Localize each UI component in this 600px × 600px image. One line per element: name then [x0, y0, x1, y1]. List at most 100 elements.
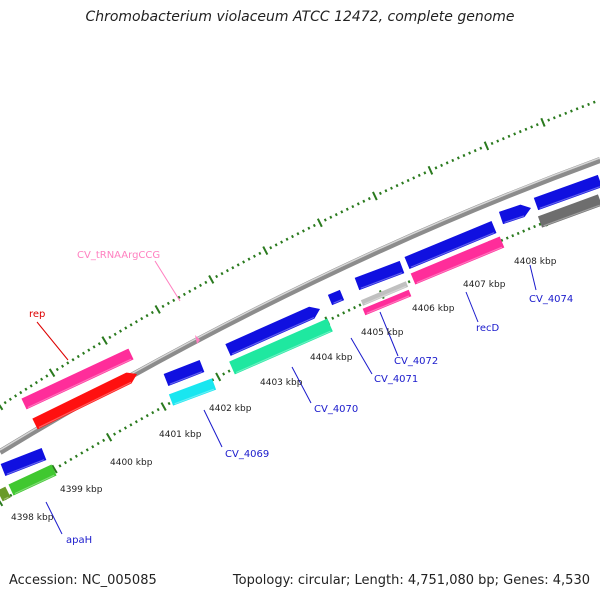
outer-tick [518, 130, 522, 134]
outer-tick [412, 176, 416, 180]
outer-tick [587, 102, 590, 106]
gene-label-cv-4069[interactable]: CV_4069 [225, 449, 269, 460]
gene-label-rep[interactable]: rep [29, 309, 45, 320]
inner-tick [140, 417, 144, 421]
outer-tick [390, 186, 393, 190]
outer-tick [177, 295, 181, 299]
inner-tick [222, 372, 226, 376]
scale-label-4398: 4398 kbp [11, 513, 54, 523]
outer-tick [285, 237, 289, 241]
inner-tick [102, 438, 106, 443]
inner-tick [500, 238, 504, 242]
inner-tick [9, 493, 13, 497]
scale-label-4406: 4406 kbp [412, 304, 455, 314]
leader-cv-4074 [529, 264, 537, 291]
outer-tick [329, 215, 333, 219]
outer-tick [247, 257, 251, 261]
outer-tick [280, 240, 284, 244]
outer-tick [34, 380, 38, 385]
inner-tick [96, 441, 100, 446]
outer-tick [323, 218, 327, 222]
accession-text: Accession: NC_005085 [9, 573, 157, 588]
inner-tick [80, 451, 84, 455]
outer-tick [496, 139, 500, 143]
outer-tick [14, 394, 18, 398]
outer-tick [55, 367, 59, 372]
scale-label-4403: 4403 kbp [260, 378, 303, 388]
outer-tick [29, 384, 33, 388]
outer-tick [513, 132, 517, 136]
gene-feature-highlight [231, 316, 315, 355]
gene-feature [225, 306, 320, 356]
inner-tick [511, 234, 515, 238]
outer-tick [150, 310, 154, 315]
outer-tick [406, 178, 410, 183]
outer-tick [301, 229, 305, 233]
scale-label-4399: 4399 kbp [60, 485, 103, 495]
gene-label-cv-trnaargccg[interactable]: CV_tRNAArgCCG [77, 250, 160, 261]
outer-tick [367, 197, 371, 201]
gene-label-cv-4070[interactable]: CV_4070 [314, 404, 358, 415]
outer-tick [423, 171, 427, 175]
outer-tick [76, 354, 80, 359]
trna-marker [195, 335, 200, 344]
outer-tick [161, 304, 165, 309]
outer-tick [252, 254, 256, 258]
outer-tick [384, 189, 388, 193]
outer-tick [113, 332, 117, 336]
gene-feature [404, 220, 497, 270]
outer-tick [427, 165, 434, 175]
gene-label-cv-4071[interactable]: CV_4071 [374, 374, 418, 385]
outer-tick [362, 199, 366, 203]
inner-tick [134, 420, 138, 424]
outer-tick [564, 111, 568, 115]
outer-tick [535, 123, 539, 127]
gene-feature-rep-highlight [27, 358, 132, 409]
outer-tick [118, 329, 123, 333]
gene-feature-cv4069-highlight [174, 388, 215, 405]
gene-label-cv-4074[interactable]: CV_4074 [529, 294, 573, 305]
leader-rep [36, 321, 69, 361]
outer-tick [215, 274, 219, 279]
outer-tick [45, 374, 49, 378]
outer-tick [182, 292, 186, 296]
inner-tick-ring [0, 200, 596, 507]
outer-tick [61, 364, 65, 368]
gene-feature [163, 359, 205, 387]
outer-tick [524, 127, 528, 131]
inner-tick [347, 308, 351, 312]
inner-tick [105, 432, 113, 442]
outer-tick [316, 218, 323, 228]
gene-feature-highlight [38, 381, 132, 428]
outer-tick [356, 202, 360, 206]
outer-tick [101, 336, 108, 345]
outer-tick [24, 387, 28, 391]
outer-tick [462, 153, 466, 158]
scale-label-4402: 4402 kbp [209, 404, 252, 414]
gene-feature-highlight [3, 496, 9, 500]
outer-tick [82, 351, 86, 355]
inner-tick [227, 369, 231, 373]
outer-tick [87, 348, 91, 352]
inner-tick [85, 448, 89, 452]
outer-tick [198, 283, 202, 287]
outer-tick [592, 100, 596, 104]
outer-tick [291, 234, 294, 239]
gene-feature [0, 486, 11, 502]
gene-feature-cv4070 [229, 318, 333, 375]
outer-tick [575, 107, 579, 111]
outer-tick [440, 163, 444, 167]
outer-tick [552, 116, 556, 120]
outer-tick [473, 149, 477, 153]
leader-cv-4069 [203, 409, 223, 448]
gene-label-recd[interactable]: recD [476, 323, 500, 334]
inner-tick [353, 305, 357, 310]
outer-tick [395, 184, 399, 188]
outer-tick [40, 377, 44, 381]
gene-feature-highlight [410, 232, 495, 268]
gene-feature [533, 174, 600, 211]
outer-tick [3, 400, 7, 405]
gene-label-apah[interactable]: apaH [66, 535, 92, 546]
gene-label-cv-4072[interactable]: CV_4072 [394, 356, 438, 367]
